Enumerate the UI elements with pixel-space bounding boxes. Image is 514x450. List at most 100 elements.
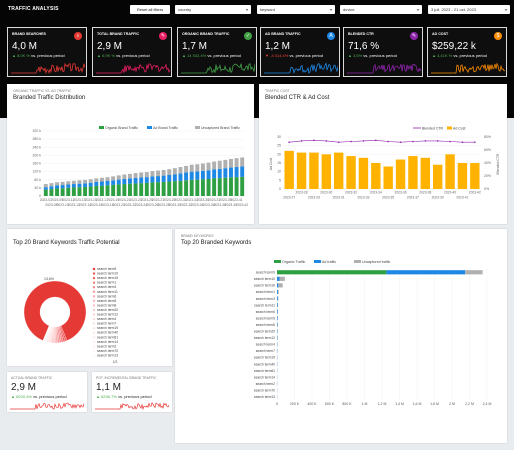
bar-segment [161, 169, 166, 176]
device-filter[interactable]: device ▾ [340, 5, 422, 14]
ad-cost-bar [432, 164, 443, 189]
legend-swatch [274, 260, 281, 263]
legend-label: search term10 [97, 272, 118, 276]
x-tick-label: 2023-35 [197, 198, 209, 202]
card-caption: ACTUAL BRAND TRAFFIC [11, 376, 53, 380]
legend-swatch [92, 349, 96, 353]
bar-segment [229, 158, 233, 168]
ctr-point [337, 141, 340, 143]
x-tick-label: 2023-36 [395, 191, 407, 195]
top-bar: TRAFFIC ANALYSIS Reset all filters count… [0, 0, 514, 118]
y-tick-label: search term1 [256, 290, 275, 294]
bar-segment [150, 171, 155, 177]
kpi-value: 1,2 M [265, 41, 291, 52]
bar-segment [206, 162, 211, 171]
x-tick-label: 2023-40 [444, 191, 456, 195]
x-tick-label: 2023-10 [57, 203, 69, 207]
legend-swatch [92, 286, 96, 289]
x-tick-label: 2 M [449, 402, 455, 406]
x-tick-label: 2023-33 [186, 198, 198, 202]
kpi-value: 4,0 M [12, 41, 38, 52]
bar-segment [278, 283, 283, 288]
keyword-filter[interactable]: keyword ▾ [257, 5, 335, 14]
delta-suffix: vs. previous period [288, 53, 323, 58]
ad-cost-bar [333, 152, 344, 189]
y-tick-label: 15 [277, 161, 281, 165]
legend-label: search term7 [97, 322, 116, 326]
y-tick-label: search term12 [254, 336, 275, 340]
legend-label: search term13 [97, 353, 118, 357]
legend-label: Ad traffic [322, 260, 336, 264]
kpi-title: Brand Searches [12, 32, 46, 36]
kpi-delta: ▲ 4,41K % vs. previous period [432, 53, 487, 58]
ctr-point [350, 140, 352, 143]
x-tick-label: 1 M [362, 402, 368, 406]
ctr-point [375, 139, 377, 142]
card-title: Top 20 Branded Keywords [181, 240, 252, 246]
kpi-card: Ad Cost $ $259,22 k ▲ 4,41K % vs. previous … [427, 27, 507, 77]
kpi-title: Total Brand Traffic [97, 32, 139, 36]
device-filter-label: device [343, 7, 355, 12]
bar-segment [88, 182, 93, 187]
legend-pager: 1/2 [113, 360, 118, 364]
bar-segment [60, 188, 65, 196]
y-tick-label: search term9 [256, 271, 275, 275]
legend-label: search term19 [97, 326, 118, 330]
bar-segment [122, 178, 127, 185]
x-tick-label: 2023-14 [79, 203, 91, 207]
date-range-filter[interactable]: 3 juil. 2023 - 21 oct. 2023 ▾ [428, 5, 510, 14]
ctr-point [399, 141, 402, 143]
x-tick-label: 2023-12 [68, 203, 80, 207]
legend-swatch [92, 295, 96, 298]
x-tick-label: 2023-42 [469, 191, 481, 195]
bar-segment [49, 186, 54, 190]
kpi-sparkline [347, 63, 421, 74]
bar-segment [116, 175, 121, 180]
card-caption: BRAND KEYWORDS [181, 234, 214, 238]
y-tick-label: 20 [277, 152, 281, 156]
ctr-point [461, 141, 464, 143]
kpi-title: Ad Brand Traffic [265, 32, 301, 36]
y-tick-label: 320 k [32, 129, 41, 133]
bar-segment [139, 172, 144, 178]
legend-label: Uncaptured traffic [362, 260, 391, 264]
y-tick-label: 25 [277, 144, 281, 148]
reset-filters-button[interactable]: Reset all filters [130, 5, 170, 14]
legend-swatch [92, 281, 96, 284]
delta-suffix: vs. previous period [116, 394, 152, 399]
bar-segment [71, 180, 76, 185]
country-filter[interactable]: country ▾ [175, 5, 251, 14]
x-tick-label: 2023-21 [118, 198, 130, 202]
ctr-point [424, 140, 427, 142]
bar-segment [66, 184, 71, 188]
y-tick-label: 0 [279, 187, 281, 191]
bar-segment [99, 181, 104, 186]
bar-segment [83, 179, 88, 184]
bar-segment [217, 160, 222, 169]
y-tick-label: 80 k [34, 178, 41, 182]
legend-swatch [92, 336, 96, 339]
x-tick-label: 2023-18 [101, 203, 113, 207]
ctr-point [387, 140, 389, 143]
x-tick-label: 1,6 M [413, 402, 422, 406]
x-tick-label: 2023-34 [191, 203, 203, 207]
bar-segment [240, 166, 245, 177]
legend-label: search term1 [97, 281, 116, 285]
actual-brand-traffic-delta: ▲ 6200,4% vs. previous period [11, 394, 67, 399]
legend-label: search term11 [97, 290, 118, 294]
delta-suffix: vs. previous period [31, 394, 67, 399]
x-tick-label: 2023-17 [96, 198, 108, 202]
bar-segment [88, 179, 93, 183]
delta-suffix: vs. previous period [114, 53, 150, 58]
ad-cost-bar [395, 159, 406, 189]
x-tick-label: 200 K [290, 402, 300, 406]
x-tick-label: 2023-31 [333, 196, 345, 200]
bar-segment [212, 161, 217, 170]
x-tick-label: 2023-11 [62, 198, 74, 202]
legend-label: Organic Brand Traffic [105, 126, 138, 130]
bar-segment [279, 276, 285, 281]
bar-segment [60, 185, 65, 189]
ad-cost-bar [383, 166, 393, 189]
bar-segment [66, 181, 71, 185]
x-tick-label: 2023-32 [180, 203, 192, 207]
